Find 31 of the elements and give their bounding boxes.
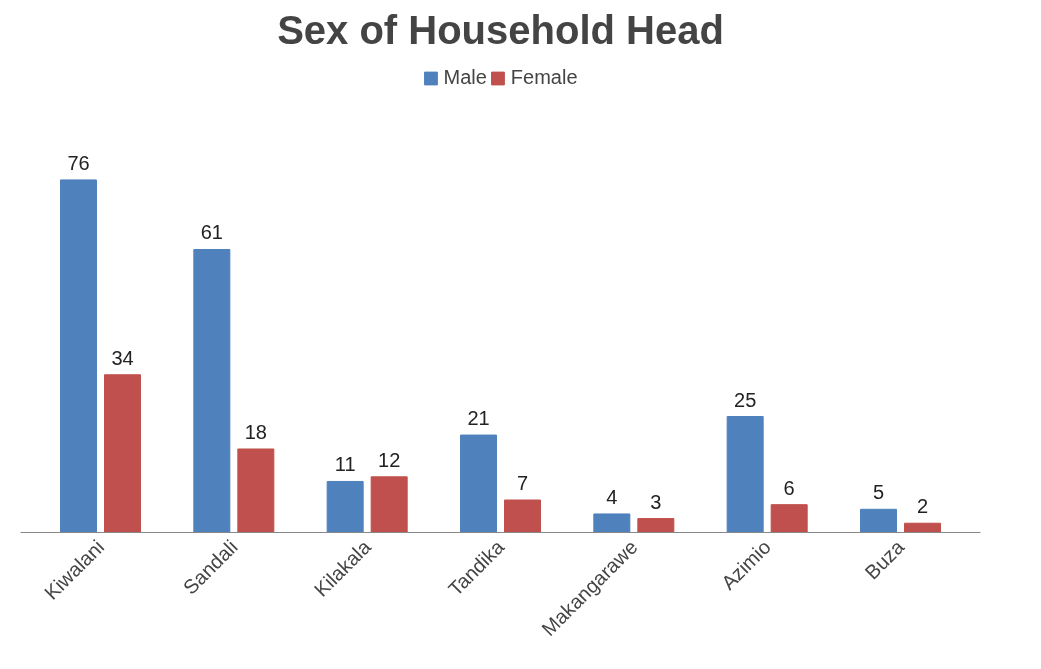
bar — [904, 522, 941, 533]
data-label: 5 — [872, 481, 885, 504]
chart-title: Sex of Household Head — [277, 7, 724, 52]
bar — [460, 434, 497, 533]
data-label: 61 — [200, 221, 223, 244]
legend-label: Female — [510, 66, 578, 89]
data-label: 18 — [244, 420, 267, 443]
data-label: 76 — [67, 151, 90, 174]
bar — [193, 249, 231, 533]
bar — [237, 448, 275, 533]
bar — [593, 513, 631, 533]
data-label: 25 — [734, 388, 757, 411]
bar — [770, 504, 808, 533]
bar — [104, 374, 141, 533]
bar — [504, 499, 541, 533]
bar — [326, 480, 364, 533]
bar — [726, 416, 764, 533]
data-label: 7 — [516, 472, 529, 495]
bar — [60, 179, 97, 533]
data-label: 34 — [111, 346, 134, 369]
legend-label: Male — [443, 66, 487, 89]
data-label: 2 — [916, 495, 929, 518]
bar — [637, 518, 675, 533]
bar — [370, 476, 408, 533]
data-label: 3 — [650, 490, 662, 513]
bar — [860, 508, 897, 533]
data-label: 12 — [378, 448, 401, 471]
data-label: 21 — [467, 407, 490, 430]
data-label: 4 — [606, 485, 618, 508]
data-label: 11 — [334, 453, 356, 476]
data-label: 6 — [783, 476, 795, 499]
